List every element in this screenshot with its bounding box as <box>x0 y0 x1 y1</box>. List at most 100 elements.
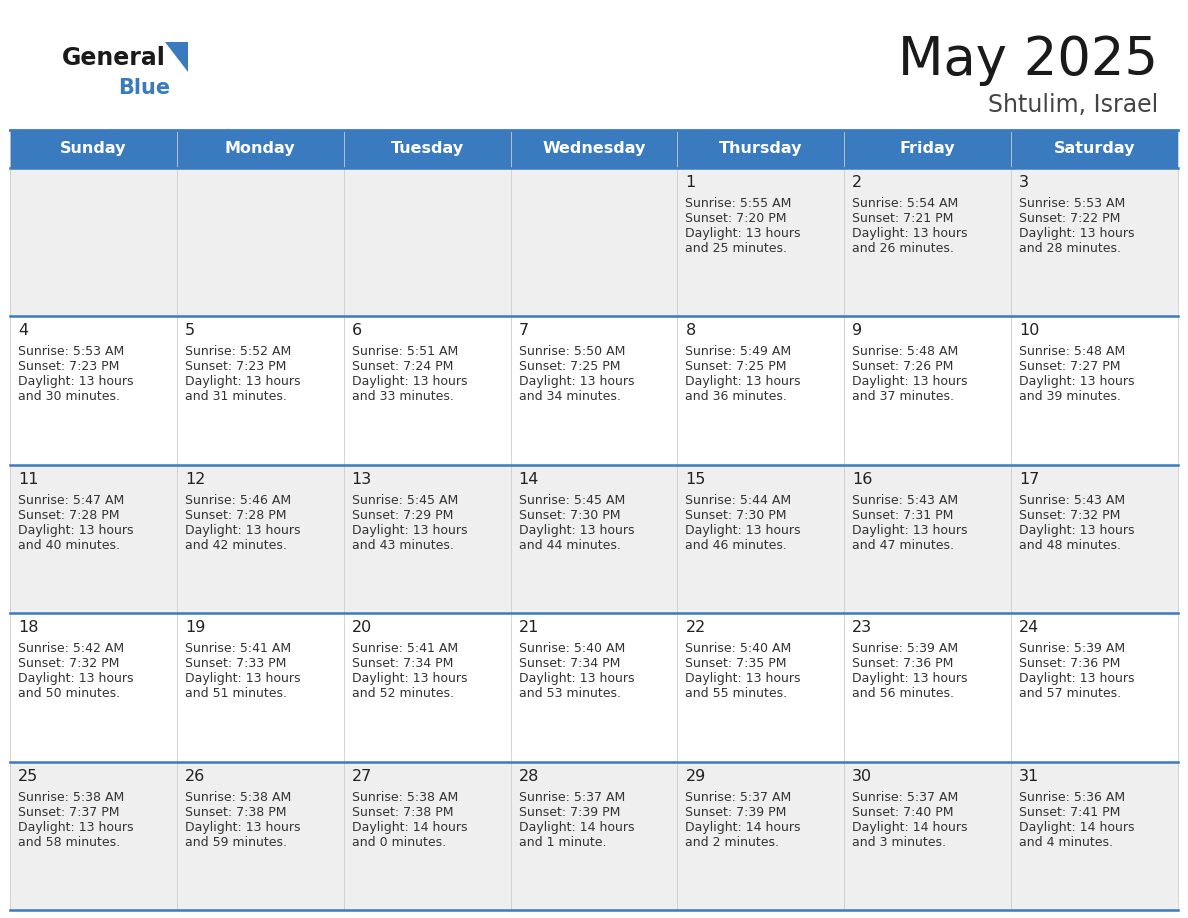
Text: Sunday: Sunday <box>61 141 127 156</box>
Bar <box>677 317 845 465</box>
Text: Daylight: 13 hours: Daylight: 13 hours <box>1019 375 1135 388</box>
Text: and 56 minutes.: and 56 minutes. <box>852 688 954 700</box>
Text: and 50 minutes.: and 50 minutes. <box>18 688 120 700</box>
Text: Sunset: 7:22 PM: Sunset: 7:22 PM <box>1019 212 1120 225</box>
Bar <box>511 130 677 168</box>
Text: and 44 minutes.: and 44 minutes. <box>519 539 620 552</box>
Text: Daylight: 13 hours: Daylight: 13 hours <box>185 375 301 388</box>
Text: Daylight: 13 hours: Daylight: 13 hours <box>1019 524 1135 537</box>
Text: Sunset: 7:35 PM: Sunset: 7:35 PM <box>685 657 786 670</box>
Text: Sunset: 7:34 PM: Sunset: 7:34 PM <box>352 657 453 670</box>
Text: 25: 25 <box>18 768 38 784</box>
Text: 13: 13 <box>352 472 372 487</box>
Text: 26: 26 <box>185 768 206 784</box>
Text: Sunrise: 5:53 AM: Sunrise: 5:53 AM <box>1019 197 1125 210</box>
Text: 27: 27 <box>352 768 372 784</box>
Text: 19: 19 <box>185 621 206 635</box>
Text: Daylight: 13 hours: Daylight: 13 hours <box>18 375 133 388</box>
Text: Daylight: 13 hours: Daylight: 13 hours <box>685 227 801 240</box>
Bar <box>677 465 845 613</box>
Text: Shtulim, Israel: Shtulim, Israel <box>987 93 1158 117</box>
Text: Sunset: 7:26 PM: Sunset: 7:26 PM <box>852 361 954 374</box>
Text: Sunset: 7:38 PM: Sunset: 7:38 PM <box>185 806 286 819</box>
Text: 23: 23 <box>852 621 872 635</box>
Text: Daylight: 13 hours: Daylight: 13 hours <box>852 227 968 240</box>
Text: Sunrise: 5:53 AM: Sunrise: 5:53 AM <box>18 345 125 358</box>
Text: and 39 minutes.: and 39 minutes. <box>1019 390 1121 403</box>
Text: Sunset: 7:36 PM: Sunset: 7:36 PM <box>1019 657 1120 670</box>
Text: Daylight: 14 hours: Daylight: 14 hours <box>352 821 467 834</box>
Text: and 46 minutes.: and 46 minutes. <box>685 539 788 552</box>
Bar <box>343 317 511 465</box>
Text: 2: 2 <box>852 175 862 190</box>
Text: and 55 minutes.: and 55 minutes. <box>685 688 788 700</box>
Bar <box>177 317 343 465</box>
Text: Sunset: 7:27 PM: Sunset: 7:27 PM <box>1019 361 1120 374</box>
Text: 5: 5 <box>185 323 195 339</box>
Text: Blue: Blue <box>118 78 170 98</box>
Text: Friday: Friday <box>899 141 955 156</box>
Text: Sunset: 7:32 PM: Sunset: 7:32 PM <box>18 657 119 670</box>
Bar <box>177 130 343 168</box>
Bar <box>177 465 343 613</box>
Bar <box>1011 465 1178 613</box>
Text: and 31 minutes.: and 31 minutes. <box>185 390 286 403</box>
Bar <box>677 762 845 910</box>
Text: Sunrise: 5:40 AM: Sunrise: 5:40 AM <box>685 643 791 655</box>
Text: and 2 minutes.: and 2 minutes. <box>685 835 779 848</box>
Text: Daylight: 13 hours: Daylight: 13 hours <box>18 524 133 537</box>
Text: May 2025: May 2025 <box>898 34 1158 86</box>
Text: 3: 3 <box>1019 175 1029 190</box>
Text: 14: 14 <box>519 472 539 487</box>
Text: and 28 minutes.: and 28 minutes. <box>1019 242 1121 255</box>
Text: Sunrise: 5:38 AM: Sunrise: 5:38 AM <box>185 790 291 803</box>
Text: Thursday: Thursday <box>719 141 803 156</box>
Text: 12: 12 <box>185 472 206 487</box>
Text: 22: 22 <box>685 621 706 635</box>
Text: Sunrise: 5:40 AM: Sunrise: 5:40 AM <box>519 643 625 655</box>
Text: Sunrise: 5:45 AM: Sunrise: 5:45 AM <box>352 494 457 507</box>
Text: and 40 minutes.: and 40 minutes. <box>18 539 120 552</box>
Bar <box>511 613 677 762</box>
Text: Sunset: 7:37 PM: Sunset: 7:37 PM <box>18 806 120 819</box>
Text: 10: 10 <box>1019 323 1040 339</box>
Text: 18: 18 <box>18 621 38 635</box>
Bar <box>511 465 677 613</box>
Text: Sunrise: 5:47 AM: Sunrise: 5:47 AM <box>18 494 125 507</box>
Text: 28: 28 <box>519 768 539 784</box>
Bar <box>677 130 845 168</box>
Text: Sunset: 7:32 PM: Sunset: 7:32 PM <box>1019 509 1120 521</box>
Bar <box>10 130 177 168</box>
Bar <box>343 130 511 168</box>
Text: Daylight: 13 hours: Daylight: 13 hours <box>352 375 467 388</box>
Text: Daylight: 13 hours: Daylight: 13 hours <box>1019 672 1135 685</box>
Text: and 1 minute.: and 1 minute. <box>519 835 606 848</box>
Text: Sunrise: 5:44 AM: Sunrise: 5:44 AM <box>685 494 791 507</box>
Text: Sunset: 7:25 PM: Sunset: 7:25 PM <box>685 361 786 374</box>
Text: Sunrise: 5:37 AM: Sunrise: 5:37 AM <box>685 790 791 803</box>
Bar <box>1011 168 1178 317</box>
Text: and 33 minutes.: and 33 minutes. <box>352 390 454 403</box>
Text: Sunset: 7:30 PM: Sunset: 7:30 PM <box>519 509 620 521</box>
Text: Sunset: 7:25 PM: Sunset: 7:25 PM <box>519 361 620 374</box>
Text: and 37 minutes.: and 37 minutes. <box>852 390 954 403</box>
Text: Daylight: 13 hours: Daylight: 13 hours <box>1019 227 1135 240</box>
Text: Tuesday: Tuesday <box>391 141 463 156</box>
Text: Daylight: 13 hours: Daylight: 13 hours <box>852 524 968 537</box>
Text: Daylight: 13 hours: Daylight: 13 hours <box>519 524 634 537</box>
Text: Sunset: 7:23 PM: Sunset: 7:23 PM <box>18 361 119 374</box>
Text: Daylight: 14 hours: Daylight: 14 hours <box>852 821 968 834</box>
Bar <box>177 168 343 317</box>
Bar <box>511 762 677 910</box>
Text: Sunset: 7:23 PM: Sunset: 7:23 PM <box>185 361 286 374</box>
Text: Sunrise: 5:50 AM: Sunrise: 5:50 AM <box>519 345 625 358</box>
Text: Sunrise: 5:36 AM: Sunrise: 5:36 AM <box>1019 790 1125 803</box>
Text: Sunrise: 5:41 AM: Sunrise: 5:41 AM <box>185 643 291 655</box>
Text: Sunset: 7:21 PM: Sunset: 7:21 PM <box>852 212 954 225</box>
Text: Sunrise: 5:54 AM: Sunrise: 5:54 AM <box>852 197 959 210</box>
Text: Daylight: 13 hours: Daylight: 13 hours <box>852 672 968 685</box>
Text: Sunrise: 5:43 AM: Sunrise: 5:43 AM <box>1019 494 1125 507</box>
Bar <box>10 762 177 910</box>
Text: 7: 7 <box>519 323 529 339</box>
Text: Sunrise: 5:37 AM: Sunrise: 5:37 AM <box>519 790 625 803</box>
